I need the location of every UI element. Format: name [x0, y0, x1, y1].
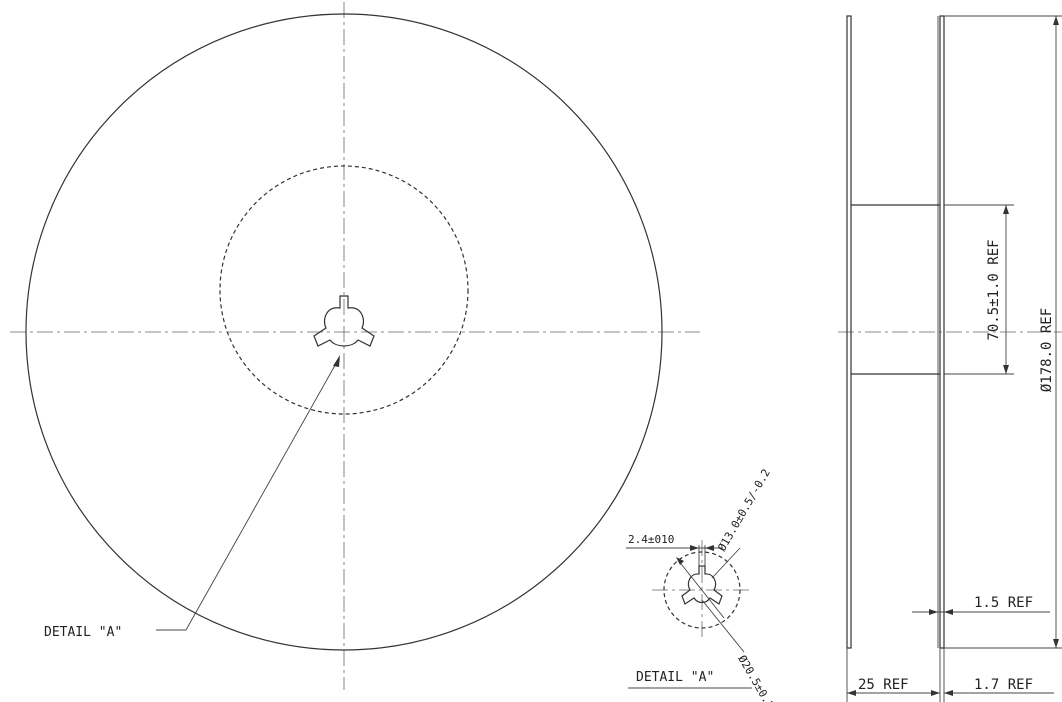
detail-a-outer-circle	[663, 551, 741, 629]
hub-dim-arrow-bottom	[1003, 365, 1009, 374]
hub-hidden-circle	[219, 165, 469, 415]
hub-width-label: 2.4±010	[628, 533, 674, 546]
detail-a-label: DETAIL "A"	[44, 625, 122, 640]
flange-right	[939, 15, 945, 649]
flange-thk-arrow-left	[929, 609, 938, 615]
overall-width-arrow-left	[847, 690, 856, 696]
detail-a-hole-outline	[681, 565, 723, 605]
flange-thk-label: 1.5 REF	[974, 595, 1033, 611]
flange-thk-arrow-right	[944, 609, 953, 615]
reel-dim-arrow-top	[1053, 16, 1059, 25]
hub-dim-arrow-top	[1003, 205, 1009, 214]
hub-dia-label: 70.5±1.0 REF	[986, 239, 1002, 340]
arbor-dia-label: Ø13.0±0.5/-0.2	[715, 467, 773, 554]
flange-left	[846, 15, 852, 649]
key-dia-label: Ø20.5±0.2	[735, 653, 776, 702]
detail-a-key-leader	[711, 547, 741, 579]
inner-width-label: 1.7 REF	[974, 677, 1033, 693]
overall-width-arrow-right	[931, 690, 940, 696]
detail-a-key-leader-2	[701, 599, 745, 653]
detail-a-hub-width-arrow-left	[690, 545, 699, 551]
detail-a-view: 2.4±010 Ø13.0±0.5/-0.2 Ø20.5±0.2 DETAIL …	[626, 467, 776, 702]
reel-dia-label: Ø178.0 REF	[1039, 308, 1055, 392]
inner-width-arrow-left	[944, 690, 953, 696]
detail-a-hub-width-arrow-right	[705, 545, 714, 551]
side-view: 70.5±1.0 REF Ø178.0 REF 1.5 REF 25 REF 1…	[838, 15, 1062, 702]
detail-a-leader	[185, 359, 339, 631]
reel-outer-circle	[25, 13, 663, 651]
detail-a-leader-arrow	[333, 355, 340, 367]
arbor-hole-outline	[313, 295, 375, 347]
reel-dim-arrow-bottom	[1053, 639, 1059, 648]
overall-width-label: 25 REF	[858, 677, 909, 693]
detail-a-arbor-arrow	[676, 557, 684, 565]
detail-a-view-label: DETAIL "A"	[636, 670, 714, 685]
detail-a-arbor-leader	[677, 559, 725, 619]
front-view: DETAIL "A"	[10, 2, 700, 690]
